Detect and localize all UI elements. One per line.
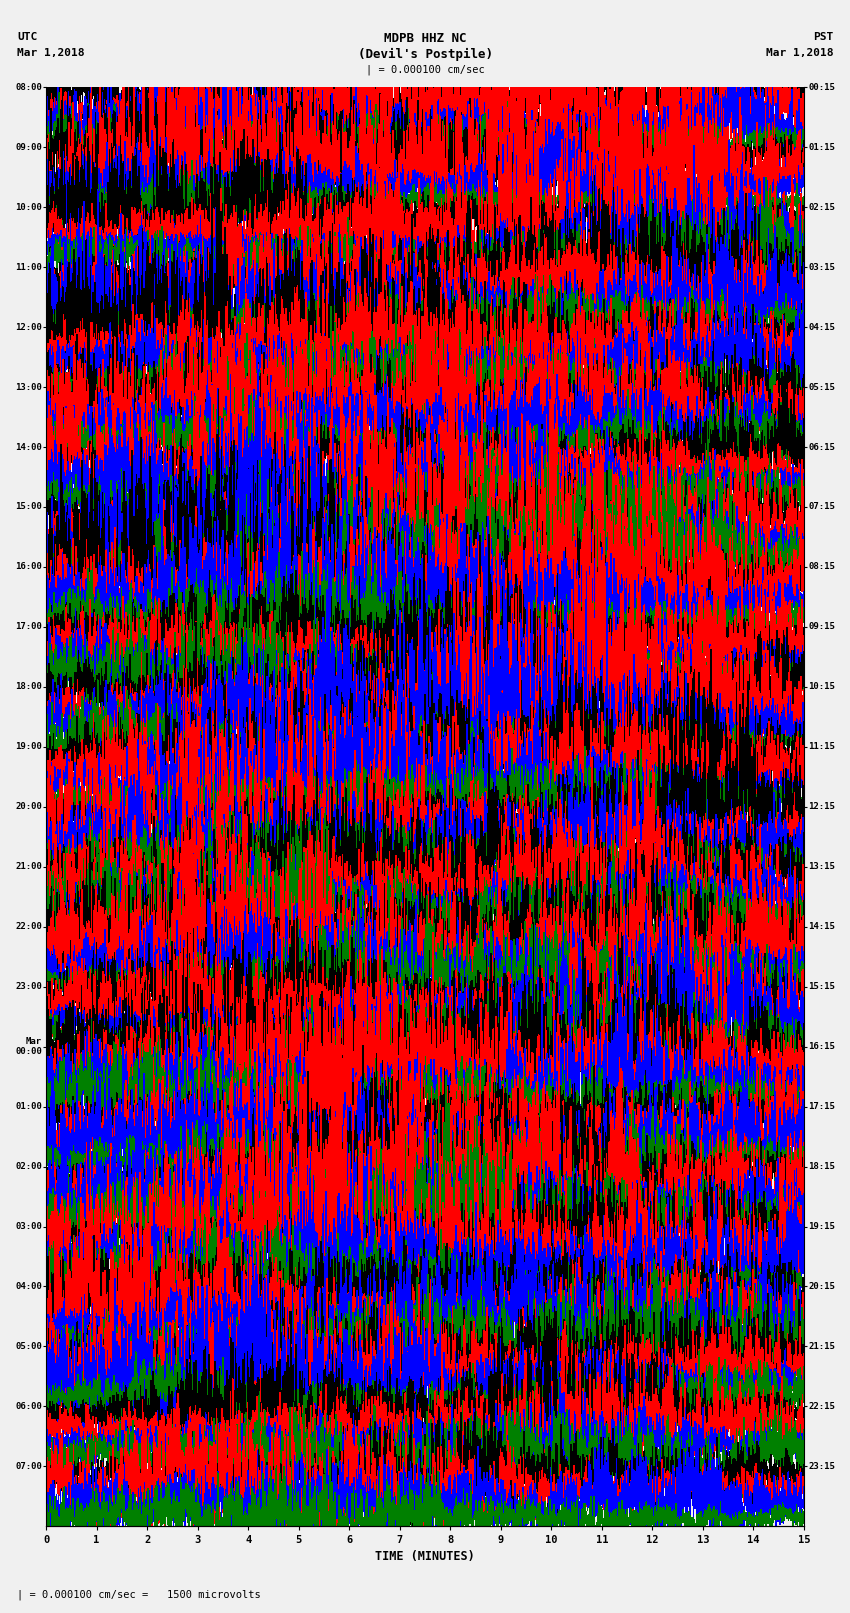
Text: | = 0.000100 cm/sec: | = 0.000100 cm/sec: [366, 65, 484, 76]
Text: MDPB HHZ NC: MDPB HHZ NC: [383, 32, 467, 45]
Text: | = 0.000100 cm/sec =   1500 microvolts: | = 0.000100 cm/sec = 1500 microvolts: [17, 1589, 261, 1600]
Text: Mar 1,2018: Mar 1,2018: [766, 48, 833, 58]
Text: UTC: UTC: [17, 32, 37, 42]
X-axis label: TIME (MINUTES): TIME (MINUTES): [375, 1550, 475, 1563]
Text: (Devil's Postpile): (Devil's Postpile): [358, 48, 492, 61]
Text: Mar 1,2018: Mar 1,2018: [17, 48, 84, 58]
Text: PST: PST: [813, 32, 833, 42]
